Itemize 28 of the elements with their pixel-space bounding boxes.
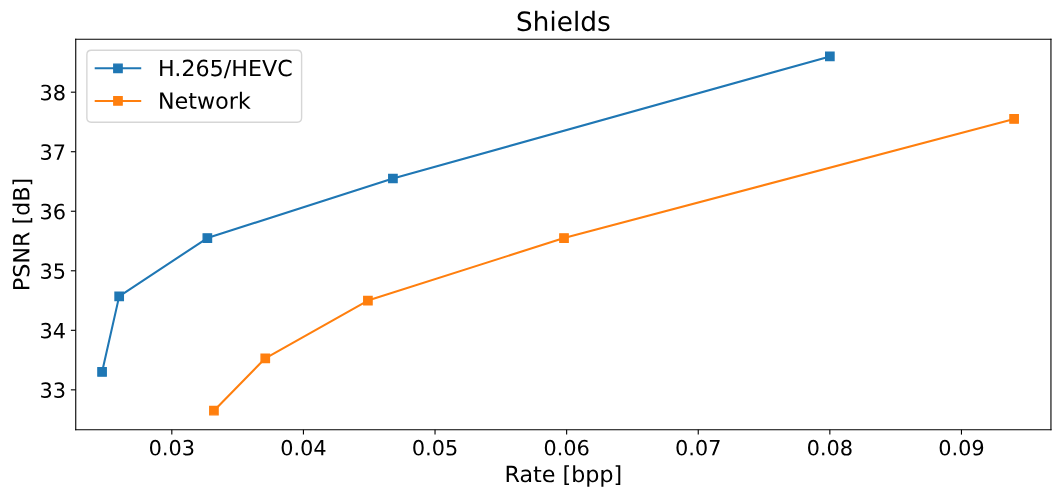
- y-axis-title: PSNR [dB]: [12, 179, 33, 289]
- point: [114, 291, 125, 302]
- x-tick-label: 0.07: [676, 439, 720, 456]
- x-tick-label: 0.06: [544, 439, 589, 456]
- point: [97, 367, 107, 377]
- x-axis-title: Rate [bpp]: [506, 465, 621, 487]
- point: [209, 405, 219, 416]
- point: [824, 51, 835, 62]
- y-tick-label: 37: [41, 144, 65, 160]
- point: [559, 233, 569, 243]
- point: [388, 173, 398, 184]
- y-tick-label: 34: [41, 322, 65, 339]
- x-tick-label: 0.04: [281, 439, 326, 456]
- x-tick-label: 0.05: [413, 439, 457, 456]
- point: [1009, 114, 1019, 124]
- y-tick-label: 35: [41, 263, 65, 279]
- chart-title: Shields: [517, 10, 610, 32]
- point: [260, 353, 271, 364]
- x-tick-label: 0.09: [939, 439, 984, 456]
- y-tick-label: 33: [41, 382, 65, 399]
- legend-label: H.265/HEVC: [160, 59, 292, 79]
- point: [363, 295, 373, 306]
- y-tick-label: 38: [41, 84, 65, 101]
- x-tick-label: 0.03: [150, 439, 194, 456]
- y-tick-label: 36: [41, 203, 65, 220]
- point: [202, 233, 213, 243]
- x-tick-label: 0.08: [808, 439, 852, 456]
- legend-label: Network: [160, 91, 251, 110]
